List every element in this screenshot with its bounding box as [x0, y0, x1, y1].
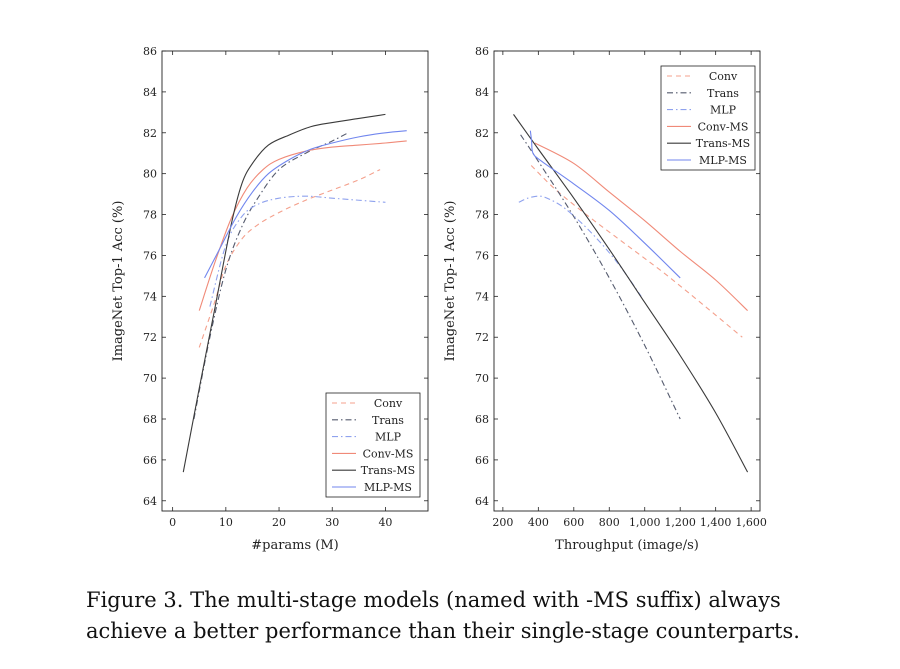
y-axis-label: ImageNet Top-1 Acc (%) [111, 201, 126, 362]
y-tick-label: 64 [475, 495, 489, 508]
y-axis-label: ImageNet Top-1 Acc (%) [443, 201, 458, 362]
y-tick-label: 68 [475, 413, 489, 426]
legend-label-conv-ms: Conv-MS [698, 120, 749, 133]
caption-line-1: Figure 3. The multi-stage models (named … [86, 588, 781, 612]
y-tick-label: 72 [143, 331, 157, 344]
x-tick-label: 800 [599, 516, 620, 529]
x-tick-label: 1,400 [700, 516, 732, 529]
legend-label-trans-ms: Trans-MS [361, 464, 415, 477]
y-tick-label: 82 [475, 127, 489, 140]
legend: Conv Trans MLP Conv-MS Trans-MS MLP-MS [325, 392, 421, 498]
x-tick-label: 400 [528, 516, 549, 529]
series-line-trans [193, 132, 349, 420]
series-line-trans-ms [182, 113, 386, 473]
x-tick-label: 0 [169, 516, 176, 529]
y-tick-label: 82 [143, 127, 157, 140]
legend-label-mlp: MLP [375, 431, 402, 444]
x-axis-label: #params (M) [251, 538, 339, 553]
series-line-mlp-ms [204, 130, 407, 279]
y-tick-label: 64 [143, 495, 157, 508]
y-tick-label: 84 [143, 86, 157, 99]
series-line-conv-ms [534, 142, 748, 312]
y-tick-label: 80 [475, 168, 489, 181]
y-tick-label: 80 [143, 168, 157, 181]
x-tick-label: 1,200 [664, 516, 696, 529]
x-tick-label: 1,000 [629, 516, 661, 529]
legend-label-conv: Conv [709, 70, 738, 83]
x-axis-label: Throughput (image/s) [555, 538, 699, 553]
legend-label-conv-ms: Conv-MS [363, 447, 414, 460]
figure-caption: Figure 3. The multi-stage models (named … [86, 585, 866, 647]
y-tick-label: 74 [143, 290, 157, 303]
x-tick-label: 600 [563, 516, 584, 529]
legend-label-conv: Conv [374, 397, 403, 410]
series-line-mlp-ms [529, 130, 681, 279]
y-tick-label: 66 [475, 454, 489, 467]
series-line-trans-ms [513, 114, 749, 473]
y-tick-label: 68 [143, 413, 157, 426]
figure: 64 66 68 70 72 74 76 78 80 82 84 86 0 10 20 30 40 #params… [111, 45, 767, 553]
chart-2: 64 66 68 70 72 74 76 78 80 82 84 86 200 400 600 800 1,00… [443, 45, 767, 553]
y-tick-label: 76 [143, 249, 157, 262]
series-line-conv [198, 169, 381, 348]
legend-label-mlp-ms: MLP-MS [699, 154, 747, 167]
y-tick-label: 76 [475, 249, 489, 262]
x-tick-label: 200 [492, 516, 513, 529]
legend-box [325, 392, 421, 498]
figure-canvas: 64 66 68 70 72 74 76 78 80 82 84 86 0 10 20 30 40 #params… [111, 45, 767, 553]
x-tick-label: 40 [378, 516, 392, 529]
series-line-conv [530, 165, 743, 338]
x-tick-label: 10 [219, 516, 233, 529]
legend-box [660, 65, 756, 171]
y-tick-label: 66 [143, 454, 157, 467]
y-tick-label: 86 [475, 45, 489, 58]
y-tick-label: 70 [143, 372, 157, 385]
x-tick-label: 30 [325, 516, 339, 529]
legend-label-mlp: MLP [710, 104, 737, 117]
series-line-conv-ms [198, 140, 407, 311]
x-tick-label: 20 [272, 516, 286, 529]
series-line-trans [520, 134, 681, 420]
y-tick-label: 78 [143, 209, 157, 222]
y-tick-label: 74 [475, 290, 489, 303]
legend: Conv Trans MLP Conv-MS Trans-MS MLP-MS [660, 65, 756, 171]
series-lines [513, 114, 749, 473]
legend-label-trans: Trans [707, 87, 739, 100]
series-line-mlp [209, 195, 386, 307]
plot-frame [161, 50, 429, 512]
caption-line-2: achieve a better performance than their … [86, 619, 800, 643]
x-tick-label: 1,600 [735, 516, 767, 529]
legend-label-trans-ms: Trans-MS [696, 137, 750, 150]
y-tick-label: 78 [475, 209, 489, 222]
series-lines [182, 113, 407, 473]
y-tick-label: 70 [475, 372, 489, 385]
plot-frame [493, 50, 761, 512]
legend-label-mlp-ms: MLP-MS [364, 481, 412, 494]
y-tick-label: 72 [475, 331, 489, 344]
chart-1: 64 66 68 70 72 74 76 78 80 82 84 86 0 10 20 30 40 #params… [111, 45, 429, 553]
y-tick-label: 84 [475, 86, 489, 99]
legend-label-trans: Trans [372, 414, 404, 427]
series-line-mlp [518, 195, 642, 297]
y-tick-label: 86 [143, 45, 157, 58]
